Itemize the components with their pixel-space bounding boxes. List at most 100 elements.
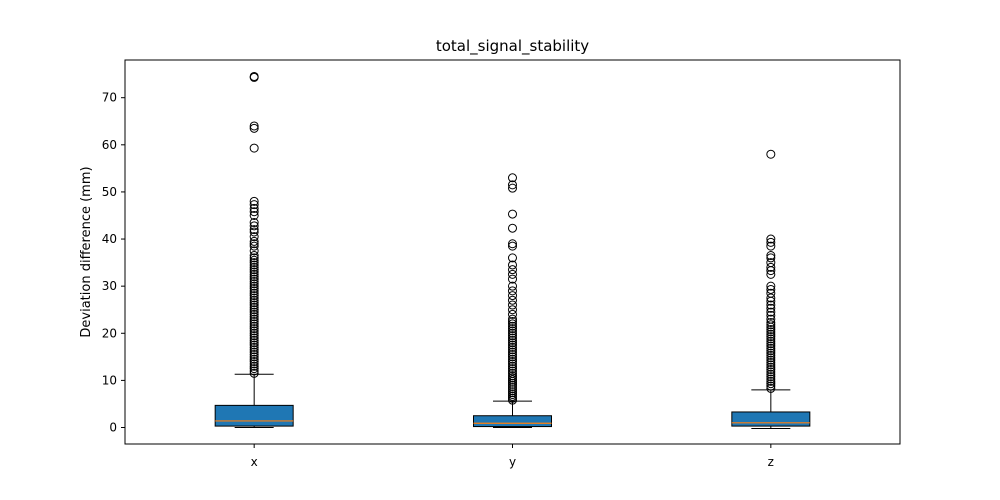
outlier-point [766,234,776,244]
outlier-point [508,326,517,336]
outlier-point [508,281,517,291]
y-tick-label: 0 [109,421,117,435]
outlier-point [249,246,259,256]
outlier-point [249,267,259,277]
x-tick-label: z [768,455,774,469]
outlier-point [249,281,259,291]
outlier-point [508,364,517,374]
outlier-point [766,314,776,324]
y-axis-label: Deviation difference (mm) [79,166,94,337]
outlier-point [508,274,517,284]
outlier-point [766,303,776,313]
outlier-point [766,284,776,294]
outlier-point [249,221,259,231]
outlier-point [508,253,517,263]
outlier-point [249,279,259,289]
outlier-point [249,349,259,359]
chart-title: total_signal_stability [436,37,589,56]
outlier-point [249,286,259,296]
outlier-point [508,265,517,275]
outlier-point [249,302,259,312]
outlier-point [766,288,776,298]
outlier-point [249,293,259,303]
outlier-point [766,357,776,367]
outlier-point [508,180,517,190]
outlier-point [766,281,776,291]
outlier-point [249,143,259,153]
outlier-point [508,340,517,350]
outlier-point [249,364,259,374]
outlier-point [249,121,259,131]
outlier-point [249,276,259,286]
outlier-point [249,368,259,378]
outlier-point [766,381,776,391]
outlier-point [249,342,259,352]
outlier-point [508,321,517,331]
outlier-point [249,241,259,251]
outlier-point [508,349,517,359]
outlier-point [766,365,776,375]
outlier-point [249,366,259,376]
outlier-point [766,310,776,320]
outlier-point [249,272,259,282]
outlier-point [766,360,776,370]
box [473,415,552,428]
y-tick-label: 70 [102,91,117,105]
outlier-point [249,352,259,362]
outlier-point [766,332,776,342]
outlier-point [249,359,259,369]
outlier-point [249,324,259,334]
outlier-point [508,173,517,183]
box-group-x [214,71,294,429]
outlier-point [508,319,517,329]
outlier-point [249,232,259,242]
outlier-point [766,329,776,339]
outlier-point [766,379,776,389]
outlier-point [249,305,259,315]
outlier-point [508,368,517,378]
outlier-point [766,334,776,344]
outlier-point [766,300,776,310]
y-tick-label: 40 [102,232,117,246]
outlier-point [249,316,259,326]
outlier-point [249,331,259,341]
outlier-point [249,196,259,206]
outlier-point [508,291,517,301]
outlier-point [766,346,776,356]
outlier-point [766,341,776,351]
y-tick-label: 60 [102,138,117,152]
outlier-point [766,241,776,251]
outlier-point [508,359,517,369]
box [214,404,294,427]
outlier-point [249,333,259,343]
outlier-point [508,371,517,381]
outlier-point [249,321,259,331]
outlier-point [766,251,776,261]
outlier-point [249,347,259,357]
outlier-point [249,251,259,261]
outlier-point [249,291,259,301]
outlier-point [508,239,517,249]
outlier-point [508,241,517,251]
outlier-point [249,210,259,220]
outlier-point [249,314,259,324]
outlier-point [766,262,776,272]
outlier-point [249,307,259,317]
outlier-point [249,203,259,213]
outlier-point [766,362,776,372]
outlier-point [766,343,776,353]
outlier-point [249,319,259,329]
outlier-point [249,269,259,279]
outlier-point [508,183,517,193]
y-tick-label: 20 [102,326,117,340]
outlier-point [249,338,259,348]
outlier-point [766,367,776,377]
outlier-point [508,269,517,279]
outlier-point [508,354,517,364]
box [731,411,811,427]
y-tick-label: 10 [102,373,117,387]
outlier-point [766,350,776,360]
outlier-point [508,361,517,371]
outlier-point [249,288,259,298]
outlier-point [766,353,776,363]
